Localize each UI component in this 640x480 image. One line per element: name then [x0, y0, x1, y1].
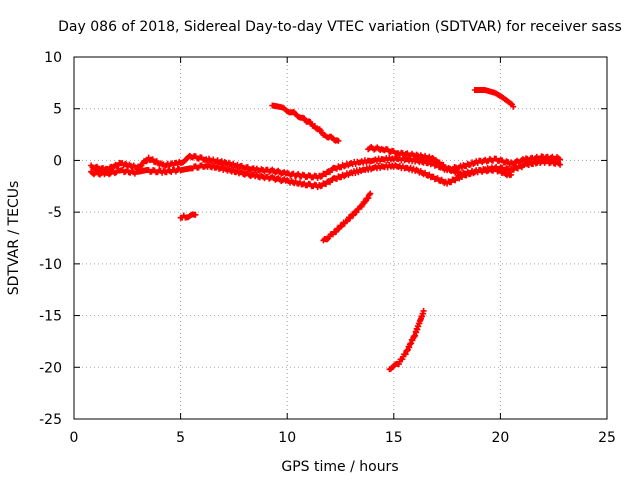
plot-frame: [73, 56, 608, 420]
data-point: [471, 87, 517, 110]
x-tick-label: 10: [278, 430, 296, 446]
series-arc-near-15h: [386, 307, 427, 373]
axis-ticks: 0 5 10 15 20 25 -25 -20 -15 -10 -5 0 5 10: [39, 50, 616, 446]
series-arc-from-14h: [365, 144, 515, 179]
data-point: [269, 102, 342, 144]
data-point: [177, 211, 199, 221]
x-tick-label: 20: [491, 430, 509, 446]
x-axis-label: GPS time / hours: [281, 459, 398, 475]
x-tick-label: 0: [70, 430, 79, 446]
y-tick-label: -20: [39, 360, 62, 376]
x-tick-label: 15: [385, 430, 403, 446]
series-arc-from-9h: [269, 102, 342, 144]
y-tick-label: -15: [39, 309, 62, 325]
chart-title: Day 086 of 2018, Sidereal Day-to-day VTE…: [58, 19, 622, 35]
data-point: [88, 158, 564, 191]
y-tick-label: 5: [53, 102, 62, 118]
data-point: [386, 307, 427, 373]
y-tick-label: 10: [44, 50, 62, 66]
data-series: [88, 87, 564, 373]
data-point: [320, 190, 374, 244]
data-point: [365, 144, 515, 179]
series-main-band-lower: [88, 158, 564, 191]
series-arc-near-12h: [320, 190, 374, 244]
grid: [74, 57, 607, 419]
series-arc-near-5h: [177, 211, 199, 221]
y-tick-label: -10: [39, 257, 62, 273]
y-tick-label: 0: [53, 153, 62, 169]
x-tick-label: 25: [598, 430, 616, 446]
y-tick-label: -25: [39, 412, 62, 428]
series-arc-from-19h: [471, 87, 517, 110]
y-tick-label: -5: [48, 205, 62, 221]
y-axis-label: SDTVAR / TECUs: [6, 181, 22, 296]
x-tick-label: 5: [176, 430, 185, 446]
